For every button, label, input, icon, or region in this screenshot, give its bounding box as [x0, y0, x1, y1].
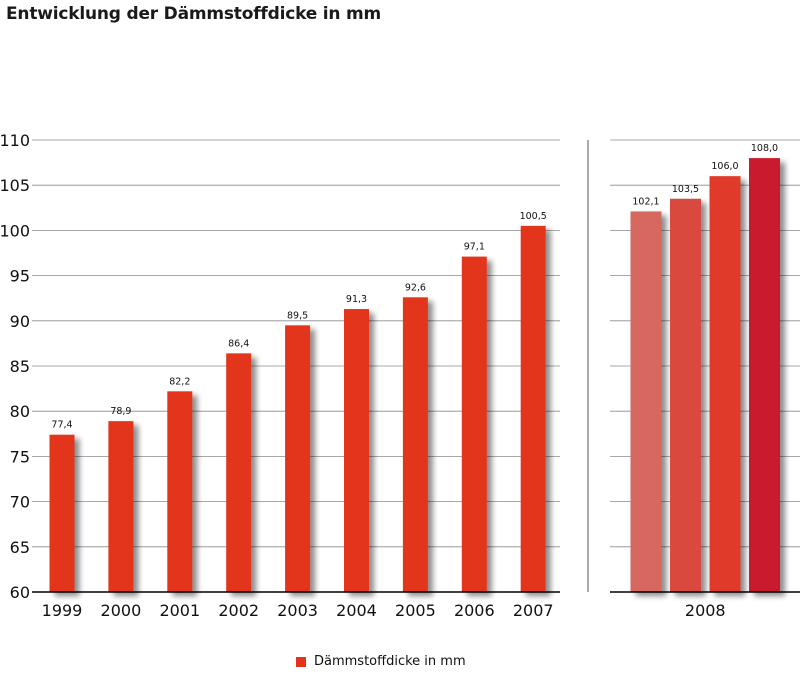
chart-title: Entwicklung der Dämmstoffdicke in mm — [6, 4, 382, 24]
x-tick-label: 2003 — [277, 601, 318, 620]
x-tick-label: 2000 — [101, 601, 142, 620]
y-tick-label: 90 — [10, 312, 30, 331]
y-axis-ticks: 60 65 70 75 80 85 90 95 100 105 110 — [0, 131, 30, 602]
x-tick-label: 2005 — [395, 601, 436, 620]
data-label-2000: 78,9 — [110, 406, 131, 417]
y-tick-label: 100 — [0, 221, 30, 240]
x-tick-label: 1999 — [42, 601, 83, 620]
data-label-2004: 91,3 — [346, 294, 367, 305]
bar-2005 — [402, 297, 428, 592]
data-label-2008-2: 103,5 — [672, 184, 699, 195]
x-tick-label: 2006 — [454, 601, 495, 620]
y-tick-label: 75 — [10, 447, 30, 466]
bar-2007 — [520, 225, 546, 592]
bar-2001 — [167, 391, 193, 592]
bar-2004 — [344, 309, 369, 592]
y-tick-label: 65 — [10, 538, 30, 557]
data-label-2001: 82,2 — [169, 376, 190, 387]
y-tick-label: 80 — [10, 402, 30, 421]
data-label-2005: 92,6 — [405, 282, 426, 293]
y-tick-label: 60 — [10, 583, 30, 602]
legend-label: Dämmstoffdicke in mm — [314, 654, 466, 669]
bar-2008-3 — [709, 176, 741, 592]
x-tick-label-2008: 2008 — [685, 601, 726, 620]
x-tick-label: 2004 — [336, 601, 377, 620]
data-label-1999: 77,4 — [51, 420, 72, 431]
bar-2003 — [285, 325, 311, 592]
bar-2006 — [461, 256, 487, 592]
data-label-2003: 89,5 — [287, 310, 308, 321]
bar-2008-4 — [749, 158, 780, 592]
x-axis-labels: 1999 2000 2001 2002 2003 2004 2005 2006 2007 2008 — [42, 601, 726, 620]
bar-1999 — [49, 434, 75, 592]
data-label-2007: 100,5 — [520, 211, 547, 222]
x-tick-label: 2001 — [159, 601, 200, 620]
y-tick-label: 105 — [0, 176, 30, 195]
data-label-2006: 97,1 — [464, 242, 485, 253]
bar-2002 — [226, 353, 252, 592]
bar-2008-1 — [630, 211, 662, 592]
data-label-2002: 86,4 — [228, 338, 249, 349]
bar-2000 — [108, 421, 134, 592]
data-labels: 77,4 78,9 82,2 86,4 89,5 91,3 92,6 97,1 100,5 102… — [51, 143, 778, 431]
x-tick-label: 2002 — [218, 601, 259, 620]
y-tick-label: 110 — [0, 131, 30, 150]
bars — [49, 158, 780, 592]
legend-swatch — [296, 656, 306, 667]
data-label-2008-1: 102,1 — [632, 196, 659, 207]
y-tick-label: 85 — [10, 357, 30, 376]
y-tick-label: 70 — [10, 493, 30, 512]
data-label-2008-3: 106,0 — [711, 161, 738, 172]
y-tick-label: 95 — [10, 267, 30, 286]
legend: Dämmstoffdicke in mm — [296, 654, 466, 669]
x-tick-label: 2007 — [513, 601, 554, 620]
data-label-2008-4: 108,0 — [751, 143, 778, 154]
bar-2008-2 — [670, 198, 701, 592]
